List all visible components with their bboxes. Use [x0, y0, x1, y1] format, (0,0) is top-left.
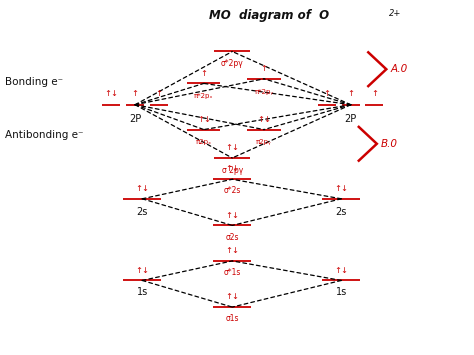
- Text: A.0: A.0: [390, 64, 407, 74]
- Text: ↑↓: ↑↓: [334, 184, 348, 193]
- Text: 1s: 1s: [336, 286, 347, 297]
- Text: σ 2pγ: σ 2pγ: [222, 166, 243, 175]
- Text: 2+: 2+: [389, 9, 401, 18]
- Text: ↑: ↑: [201, 69, 207, 78]
- Text: ↑↓: ↑↓: [225, 292, 239, 301]
- Text: ↑: ↑: [347, 89, 354, 98]
- Text: σ*2s: σ*2s: [224, 186, 241, 196]
- Text: π*2pᵧ: π*2pᵧ: [255, 89, 273, 95]
- Text: σ2s: σ2s: [226, 233, 239, 242]
- Text: 2s: 2s: [336, 207, 347, 217]
- Text: ↑↓: ↑↓: [225, 211, 239, 220]
- Text: π2pᵧ: π2pᵧ: [256, 140, 272, 146]
- Text: ↑: ↑: [155, 89, 162, 98]
- Text: ↑: ↑: [261, 64, 267, 73]
- Text: B.0: B.0: [381, 139, 398, 149]
- Text: ↑↓: ↑↓: [225, 246, 239, 255]
- Text: ↑: ↑: [132, 89, 138, 98]
- Text: π2pₓ: π2pₓ: [196, 140, 212, 146]
- Text: Bonding e⁻: Bonding e⁻: [5, 77, 63, 87]
- Text: ↑↓: ↑↓: [104, 89, 118, 98]
- Text: ↑↓: ↑↓: [135, 184, 149, 193]
- Text: ↑↓: ↑↓: [197, 115, 211, 124]
- Text: 2P: 2P: [345, 114, 357, 125]
- Text: ↑↓: ↑↓: [257, 115, 271, 124]
- Text: ↑↓: ↑↓: [225, 164, 239, 174]
- Text: ↑: ↑: [371, 89, 378, 98]
- Text: π*2pₓ: π*2pₓ: [194, 93, 214, 99]
- Text: ↑↓: ↑↓: [225, 143, 239, 152]
- Text: Antibonding e⁻: Antibonding e⁻: [5, 130, 83, 140]
- Text: 2P: 2P: [129, 114, 141, 125]
- Text: σ1s: σ1s: [226, 314, 239, 323]
- Text: 1s: 1s: [137, 286, 148, 297]
- Text: σ*2pγ: σ*2pγ: [221, 59, 244, 69]
- Text: ↑↓: ↑↓: [135, 266, 149, 275]
- Text: ↑↓: ↑↓: [334, 266, 348, 275]
- Text: σ*1s: σ*1s: [224, 268, 241, 277]
- Text: MO  diagram of  O: MO diagram of O: [209, 9, 328, 22]
- Text: 2s: 2s: [137, 207, 148, 217]
- Text: ↑: ↑: [324, 89, 330, 98]
